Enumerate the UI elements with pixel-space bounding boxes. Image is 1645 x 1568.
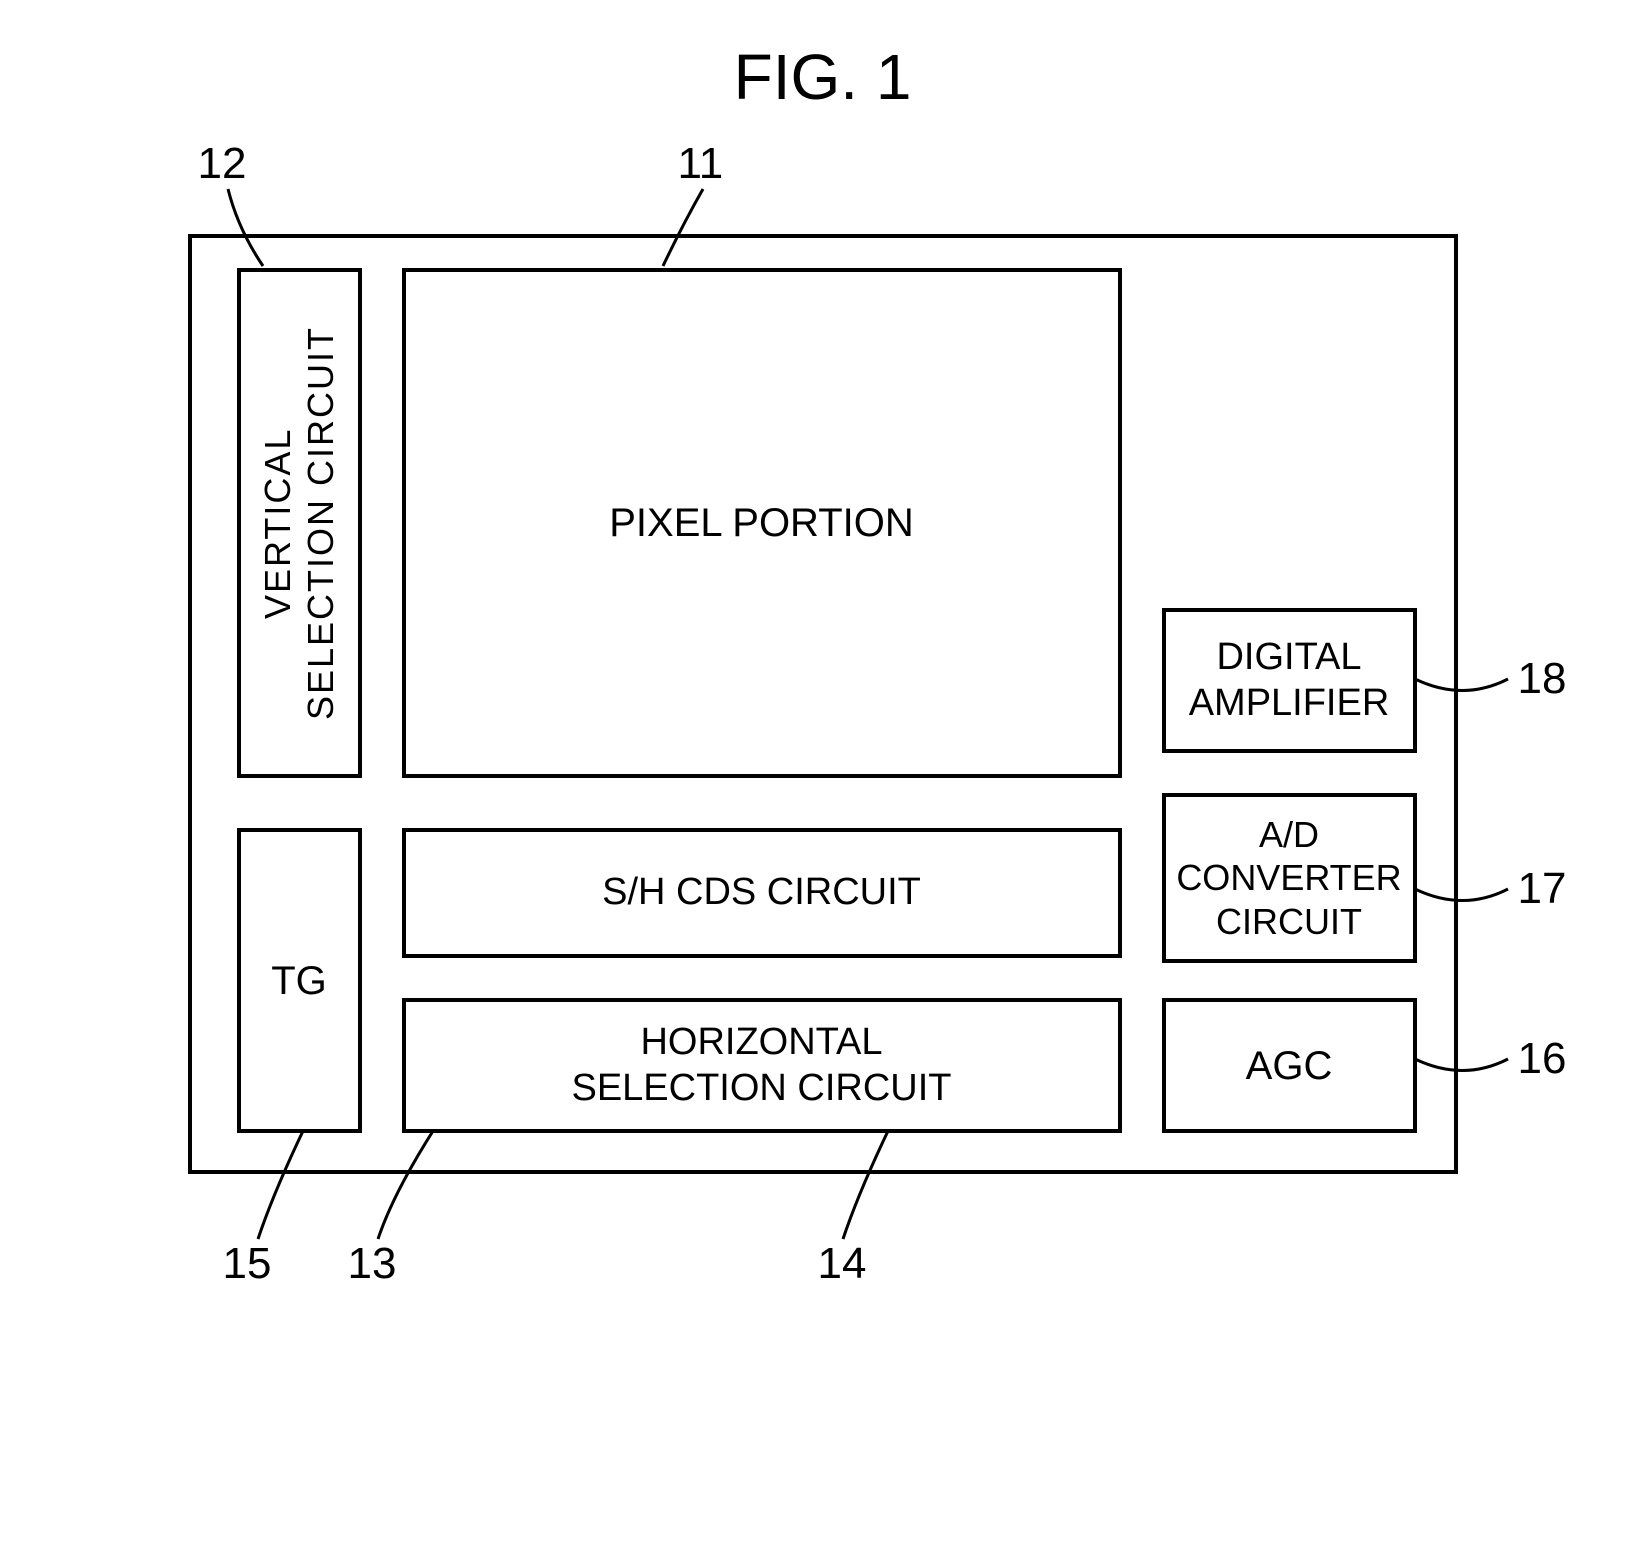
block-label: A/DCONVERTERCIRCUIT bbox=[1176, 813, 1401, 943]
ref-label-14: 14 bbox=[818, 1239, 867, 1289]
block-tg: TG bbox=[237, 828, 362, 1133]
ref-label-11: 11 bbox=[678, 139, 724, 189]
block-label: VERTICALSELECTION CIRCUIT bbox=[256, 326, 342, 720]
ref-label-12: 12 bbox=[198, 139, 247, 189]
block-horizontal-selection: HORIZONTALSELECTION CIRCUIT bbox=[402, 998, 1122, 1133]
block-label: AGC bbox=[1246, 1042, 1333, 1090]
ref-label-13: 13 bbox=[348, 1239, 397, 1289]
block-agc: AGC bbox=[1162, 998, 1417, 1133]
outer-box: VERTICALSELECTION CIRCUIT PIXEL PORTION … bbox=[188, 234, 1458, 1174]
block-sh-cds: S/H CDS CIRCUIT bbox=[402, 828, 1122, 958]
diagram-wrapper: VERTICALSELECTION CIRCUIT PIXEL PORTION … bbox=[123, 234, 1523, 1174]
block-label: PIXEL PORTION bbox=[609, 499, 914, 547]
figure-container: FIG. 1 VERTICALSELECTION CIRCUIT PIXEL P… bbox=[40, 40, 1605, 1174]
block-label: S/H CDS CIRCUIT bbox=[602, 870, 921, 916]
block-ad-converter: A/DCONVERTERCIRCUIT bbox=[1162, 793, 1417, 963]
ref-label-18: 18 bbox=[1518, 654, 1567, 704]
ref-label-16: 16 bbox=[1518, 1034, 1567, 1084]
block-digital-amplifier: DIGITALAMPLIFIER bbox=[1162, 608, 1417, 753]
figure-title: FIG. 1 bbox=[40, 40, 1605, 114]
block-label: DIGITALAMPLIFIER bbox=[1189, 635, 1390, 726]
block-label: TG bbox=[271, 957, 327, 1005]
block-pixel-portion: PIXEL PORTION bbox=[402, 268, 1122, 778]
block-label: HORIZONTALSELECTION CIRCUIT bbox=[571, 1020, 951, 1111]
ref-label-15: 15 bbox=[223, 1239, 272, 1289]
ref-label-17: 17 bbox=[1518, 864, 1567, 914]
block-vertical-selection: VERTICALSELECTION CIRCUIT bbox=[237, 268, 362, 778]
